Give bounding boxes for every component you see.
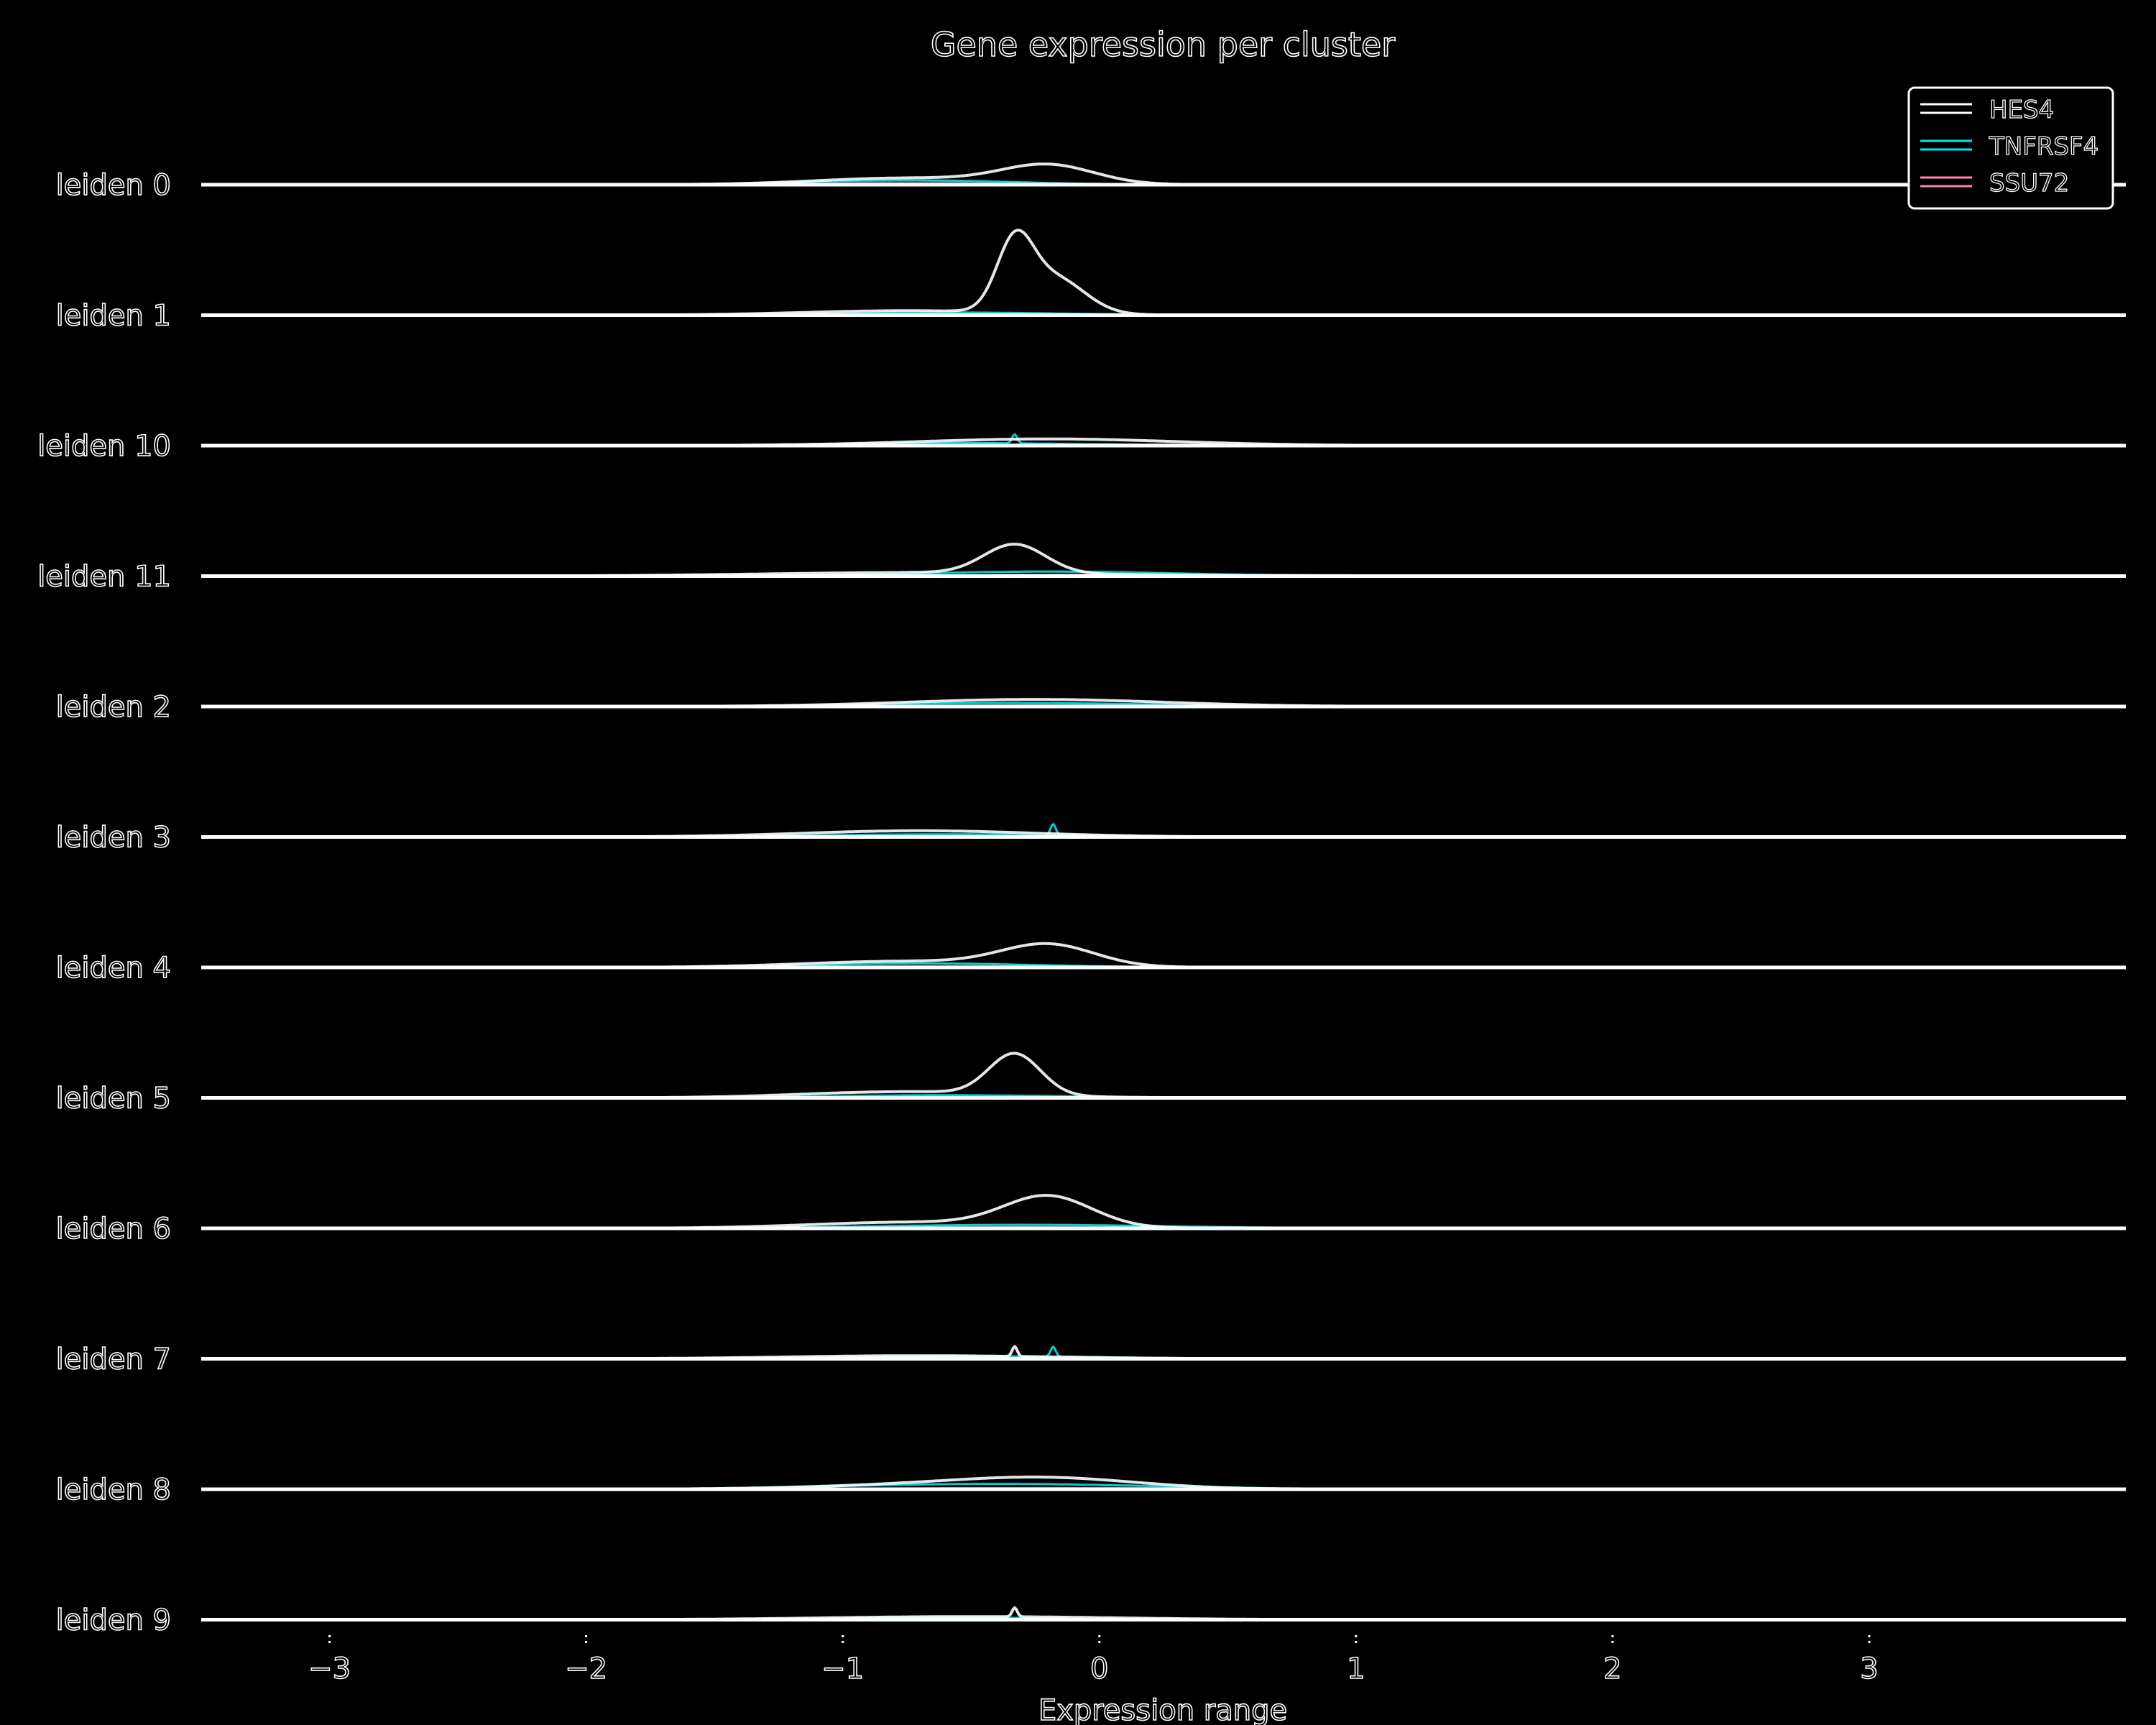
- ridge-row: leiden 9: [55, 1604, 2126, 1637]
- ridge-row: leiden 8: [55, 1473, 2126, 1507]
- ridge-row: leiden 7: [55, 1343, 2126, 1376]
- legend-label: TNFRSF4: [1989, 132, 2099, 161]
- x-tick-label: 2: [1603, 1652, 1621, 1685]
- ridge-row: leiden 1: [55, 229, 2126, 333]
- ridge-row: leiden 6: [55, 1194, 2126, 1246]
- legend-label: SSU72: [1989, 169, 2069, 198]
- cluster-label: leiden 9: [56, 1604, 171, 1637]
- ridge-row: leiden 0: [55, 162, 2126, 203]
- x-axis: −3 −2 −1 0 1 2 3: [308, 1635, 1879, 1686]
- ridge-row: leiden 2: [55, 690, 2126, 724]
- ridge-row: leiden 10: [37, 429, 2126, 464]
- legend: HES4 TNFRSF4 SSU72: [1907, 86, 2114, 210]
- x-tick-label: −2: [565, 1652, 607, 1685]
- cluster-label: leiden 7: [56, 1343, 171, 1376]
- x-tick-label: 1: [1347, 1652, 1365, 1685]
- cluster-label: leiden 1: [56, 300, 171, 333]
- cluster-label: leiden 10: [37, 430, 171, 463]
- cluster-label: leiden 3: [56, 822, 171, 855]
- cluster-label: leiden 0: [56, 169, 171, 202]
- chart-title: Gene expression per cluster: [931, 25, 1395, 64]
- x-axis-label: Expression range: [1038, 1694, 1287, 1725]
- cluster-label: leiden 2: [56, 691, 171, 724]
- ridge-row: leiden 3: [55, 821, 2126, 855]
- cluster-label: leiden 8: [56, 1473, 171, 1506]
- x-tick-label: 0: [1090, 1652, 1108, 1685]
- ridge-row: leiden 11: [37, 543, 2126, 594]
- ridges: leiden 0 leiden 1 leiden 10 leiden 11 leiden…: [37, 162, 2126, 1637]
- x-tick-label: −3: [308, 1652, 351, 1685]
- ridge-row: leiden 5: [55, 1052, 2126, 1116]
- x-tick-label: 3: [1860, 1652, 1878, 1685]
- cluster-label: leiden 4: [56, 952, 171, 985]
- legend-label: HES4: [1989, 96, 2054, 124]
- cluster-label: leiden 11: [37, 561, 171, 594]
- x-tick-label: −1: [821, 1652, 864, 1685]
- cluster-label: leiden 5: [56, 1082, 171, 1116]
- ridge-row: leiden 4: [55, 942, 2126, 985]
- cluster-label: leiden 6: [56, 1213, 171, 1246]
